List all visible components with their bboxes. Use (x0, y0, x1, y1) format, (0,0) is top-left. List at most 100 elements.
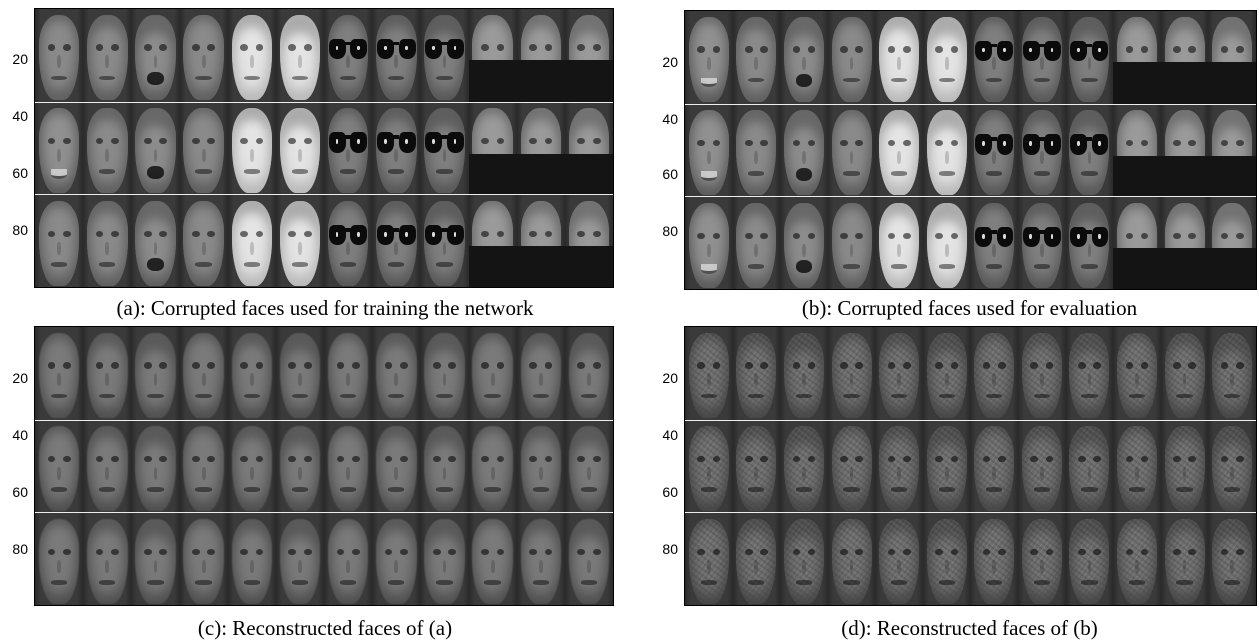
face-image (35, 102, 84, 196)
face-image (970, 197, 1019, 289)
face-image (780, 11, 828, 104)
face-image (275, 102, 325, 196)
face-row (35, 327, 613, 420)
face-image (1208, 197, 1256, 289)
face-image (131, 513, 180, 605)
ytick-60: 60 (12, 165, 28, 181)
face-image (1065, 327, 1114, 420)
face-image (1160, 513, 1209, 605)
face-image (131, 327, 180, 420)
caption-b: (b): Corrupted faces used for evaluation (801, 296, 1138, 320)
face-image (35, 195, 84, 287)
face-image (1113, 11, 1161, 104)
face-image (732, 197, 781, 289)
face-image (227, 9, 276, 102)
face-image (516, 102, 565, 196)
face-image (275, 513, 325, 605)
face-image (970, 513, 1019, 605)
face-image (1113, 197, 1161, 289)
face-image (420, 513, 469, 605)
face-image (179, 102, 228, 196)
face-image (780, 327, 828, 420)
face-image (1160, 420, 1209, 514)
face-image (372, 513, 421, 605)
face-image (1208, 513, 1256, 605)
face-image (35, 9, 84, 102)
face-image (732, 327, 781, 420)
face-image (516, 513, 565, 605)
face-image (35, 327, 84, 420)
face-image (732, 513, 781, 605)
face-image (1065, 420, 1114, 514)
face-image (1208, 327, 1256, 420)
face-image (827, 513, 876, 605)
face-image (1208, 104, 1256, 198)
ytick-80: 80 (662, 223, 678, 239)
face-image (875, 197, 923, 289)
face-image (516, 420, 565, 514)
face-image (83, 513, 132, 605)
face-image (1113, 420, 1161, 514)
face-image (1160, 327, 1209, 420)
face-image (780, 197, 828, 289)
face-row (685, 103, 1256, 198)
face-image (1018, 327, 1066, 420)
face-image (468, 327, 517, 420)
face-image (1065, 11, 1114, 104)
face-image (83, 9, 132, 102)
face-image (922, 327, 971, 420)
face-image (179, 327, 228, 420)
face-image (780, 513, 828, 605)
face-image (827, 197, 876, 289)
face-image (227, 102, 276, 196)
ytick-20: 20 (662, 370, 678, 386)
panel-a: 20 40 60 80 (a): Corrupted faces used fo… (0, 0, 620, 320)
face-image (970, 420, 1019, 514)
face-row (685, 512, 1256, 605)
face-image (131, 9, 180, 102)
face-image (468, 420, 517, 514)
face-image (179, 9, 228, 102)
face-grid-image (34, 326, 614, 606)
face-image (227, 420, 276, 514)
ytick-20: 20 (662, 54, 678, 70)
face-image (970, 104, 1019, 198)
face-image (131, 195, 180, 287)
face-image (372, 420, 421, 514)
face-image (468, 102, 517, 196)
face-image (1160, 104, 1209, 198)
panel-d: 20 40 60 80 (d): Reconstructed faces of … (640, 322, 1259, 643)
face-image (468, 9, 517, 102)
face-image (827, 11, 876, 104)
face-image (420, 420, 469, 514)
face-image (324, 420, 373, 514)
face-image (564, 513, 613, 605)
face-image (83, 195, 132, 287)
face-image (970, 327, 1019, 420)
face-image (83, 420, 132, 514)
face-row (35, 419, 613, 514)
face-image (324, 9, 373, 102)
face-image (1018, 11, 1066, 104)
face-image (516, 195, 565, 287)
face-image (685, 197, 733, 289)
face-image (1208, 11, 1256, 104)
face-image (922, 104, 971, 198)
face-image (372, 195, 421, 287)
ytick-40: 40 (12, 427, 28, 443)
face-image (275, 420, 325, 514)
face-grid-image (684, 326, 1257, 606)
face-grid-image (684, 10, 1257, 290)
face-image (827, 104, 876, 198)
face-image (685, 327, 733, 420)
face-image (564, 195, 613, 287)
face-image (1113, 513, 1161, 605)
panel-b: 20 40 60 80 (b): Corrupted faces used fo… (640, 0, 1259, 320)
face-image (516, 327, 565, 420)
ytick-80: 80 (662, 541, 678, 557)
face-image (780, 420, 828, 514)
face-image (420, 9, 469, 102)
face-image (35, 420, 84, 514)
face-image (1160, 11, 1209, 104)
face-image (685, 11, 733, 104)
